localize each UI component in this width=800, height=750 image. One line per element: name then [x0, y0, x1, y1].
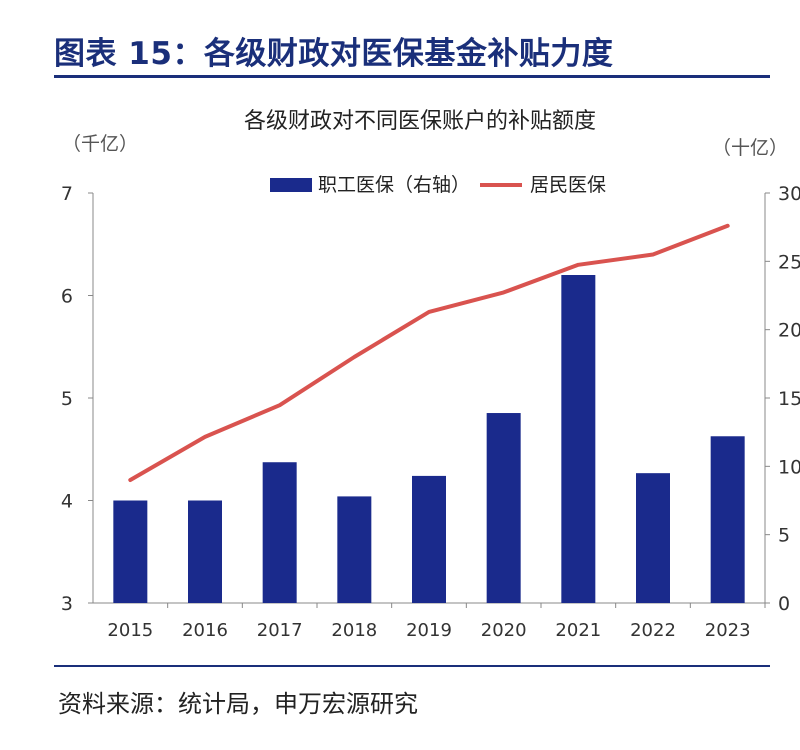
- left-tick-label: 5: [61, 388, 73, 410]
- right-tick-label: 0: [778, 593, 790, 615]
- legend-swatch-bar: [270, 178, 312, 192]
- bar: [486, 413, 521, 603]
- x-tick-label: 2022: [630, 620, 676, 641]
- x-tick-label: 2017: [257, 620, 303, 641]
- legend: 职工医保（右轴） 居民医保: [270, 174, 606, 196]
- bar: [561, 275, 596, 603]
- bar: [188, 500, 222, 603]
- legend-label-bar: 职工医保（右轴）: [318, 174, 470, 196]
- line-series: [128, 223, 730, 482]
- bar: [262, 462, 297, 603]
- x-tick-label: 2016: [182, 620, 228, 641]
- left-tick-label: 6: [61, 286, 73, 308]
- x-tick-label: 2021: [555, 620, 601, 641]
- x-tick-label: 2019: [406, 620, 452, 641]
- right-axis-unit: （十亿）: [712, 137, 788, 159]
- bottom-rule: [54, 665, 770, 667]
- x-tick-label: 2015: [107, 620, 153, 641]
- source-note: 资料来源：统计局，申万宏源研究: [58, 690, 418, 718]
- left-axis-unit: （千亿）: [62, 133, 138, 155]
- bar: [710, 436, 745, 603]
- legend-label-line: 居民医保: [530, 174, 606, 196]
- bar: [636, 473, 670, 603]
- right-tick-label: 30: [778, 183, 800, 205]
- bar-series: [113, 275, 745, 603]
- x-axis-ticks: 2015 2016 2017 2018 2019 2020 2021 2022 2023: [107, 603, 766, 641]
- figure-title: 图表 15：各级财政对医保基金补贴力度: [54, 36, 614, 72]
- x-tick-label: 2023: [705, 620, 751, 641]
- right-tick-label: 10: [778, 456, 800, 478]
- left-tick-label: 3: [61, 593, 73, 615]
- right-tick-label: 25: [778, 251, 800, 273]
- right-tick-label: 5: [778, 525, 790, 547]
- title-rule: [54, 75, 770, 78]
- chart-title: 各级财政对不同医保账户的补贴额度: [244, 109, 596, 134]
- left-tick-label: 7: [61, 183, 73, 205]
- x-tick-label: 2020: [481, 620, 527, 641]
- x-tick-label: 2018: [331, 620, 377, 641]
- bar: [113, 500, 148, 603]
- left-tick-label: 4: [61, 491, 73, 513]
- bar: [412, 475, 446, 603]
- series-line: [128, 223, 730, 482]
- left-axis-ticks: 3 4 5 6 7: [61, 183, 93, 615]
- chart: 各级财政对不同医保账户的补贴额度 （千亿） （十亿） 职工医保（右轴） 居民医保…: [61, 109, 800, 641]
- right-tick-label: 15: [778, 388, 800, 410]
- right-axis-ticks: 0 5 10 15 20 25 30: [765, 183, 800, 615]
- bar: [337, 496, 372, 603]
- right-tick-label: 20: [778, 320, 800, 342]
